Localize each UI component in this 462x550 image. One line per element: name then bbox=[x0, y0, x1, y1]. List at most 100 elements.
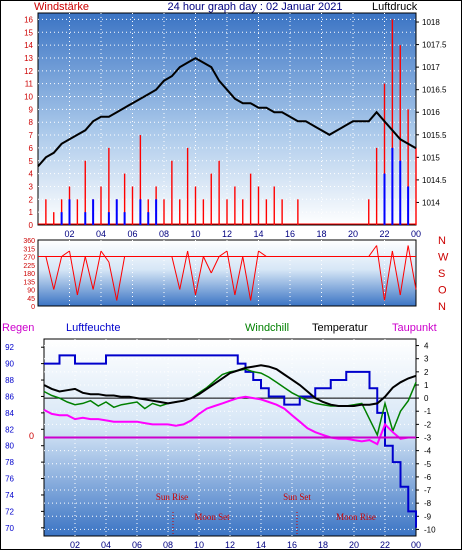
header-right-label: Luftdruck bbox=[372, 1, 418, 13]
temperatur-tick-label: -3 bbox=[424, 434, 432, 443]
temperatur-tick-label: -8 bbox=[424, 499, 432, 508]
luftfeuchte-line bbox=[44, 354, 417, 528]
windchill-line bbox=[43, 368, 417, 438]
legend-windchill: Windchill bbox=[245, 322, 289, 334]
temperatur-tick-label: 4 bbox=[424, 342, 429, 351]
luftdruck-tick-label: 1014.5 bbox=[422, 176, 447, 185]
x-tick-label: 16 bbox=[287, 540, 297, 550]
windstaerke-tick-label: 6 bbox=[29, 144, 34, 153]
x-tick-label: 08 bbox=[159, 229, 169, 239]
direction-segment bbox=[368, 245, 378, 257]
header-left-label: Windstärke bbox=[34, 1, 89, 13]
x-tick-label: 14 bbox=[256, 540, 266, 550]
luftfeuchte-tick-label: 88 bbox=[5, 376, 14, 385]
windstaerke-tick-label: 2 bbox=[29, 195, 34, 204]
x-tick-label: 10 bbox=[194, 540, 204, 550]
direction-segment bbox=[116, 256, 126, 301]
luftfeuchte-tick-label: 80 bbox=[5, 442, 14, 451]
direction-segment bbox=[187, 250, 196, 296]
legend-temperatur: Temperatur bbox=[312, 322, 368, 334]
x-tick-label: 12 bbox=[222, 229, 232, 239]
luftdruck-tick-label: 1014 bbox=[422, 198, 440, 207]
direction-tick-label: 360 bbox=[23, 238, 35, 245]
luftfeuchte-tick-label: 90 bbox=[5, 360, 14, 369]
luftdruck-tick-label: 1017.5 bbox=[422, 41, 447, 50]
direction-segment bbox=[210, 256, 220, 274]
windstaerke-tick-label: 16 bbox=[24, 15, 33, 24]
compass-label: O bbox=[438, 285, 447, 297]
temperatur-tick-label: -9 bbox=[424, 512, 432, 521]
luftfeuchte-tick-label: 84 bbox=[5, 409, 14, 418]
windstaerke-tick-label: 9 bbox=[29, 105, 34, 114]
x-tick-label: 08 bbox=[163, 540, 173, 550]
compass-label: N bbox=[438, 301, 446, 313]
windstaerke-tick-label: 13 bbox=[24, 54, 33, 63]
temperatur-tick-label: 2 bbox=[424, 368, 429, 377]
temperatur-tick-label: -6 bbox=[424, 473, 432, 482]
temperatur-tick-label: 0 bbox=[424, 394, 429, 403]
direction-tick-label: 135 bbox=[23, 279, 35, 286]
panel2-series bbox=[38, 245, 417, 301]
legend-regen: Regen bbox=[2, 322, 34, 334]
event-sun-rise: Sun Rise bbox=[156, 492, 188, 502]
graph-title: 24 hour graph day : 02 Januar 2021 bbox=[168, 1, 343, 13]
windstaerke-tick-label: 0 bbox=[29, 221, 34, 230]
luftdruck-axis: 1014 1014.5 1015 1015.5 1016 1016.5 1017 1017.5… bbox=[416, 18, 447, 207]
direction-segment bbox=[258, 250, 267, 257]
direction-tick-label: 225 bbox=[23, 263, 35, 270]
luftfeuchte-tick-label: 76 bbox=[5, 475, 14, 484]
x-tick-label: 02 bbox=[70, 540, 80, 550]
x-tick-label: 10 bbox=[190, 229, 200, 239]
windstaerke-tick-label: 14 bbox=[24, 41, 33, 50]
x-tick-label: 22 bbox=[380, 540, 390, 550]
direction-segment bbox=[84, 256, 94, 290]
direction-segment bbox=[384, 250, 393, 301]
temperatur-tick-label: -10 bbox=[424, 525, 436, 534]
x-tick-label: 16 bbox=[285, 229, 295, 239]
x-tick-label: 02 bbox=[64, 229, 74, 239]
luftdruck-tick-label: 1016.5 bbox=[422, 86, 447, 95]
temperatur-tick-label: -1 bbox=[424, 407, 432, 416]
panel3-series bbox=[43, 354, 417, 528]
luftfeuchte-tick-label: 82 bbox=[5, 425, 14, 434]
taupunkt-line bbox=[43, 395, 416, 446]
temperatur-tick-label: 1 bbox=[424, 381, 429, 390]
windstaerke-tick-label: 3 bbox=[29, 182, 34, 191]
direction-segment bbox=[53, 256, 63, 290]
windstaerke-tick-label: 8 bbox=[29, 118, 34, 127]
event-sun-set: Sun Set bbox=[283, 492, 311, 502]
direction-segment bbox=[76, 256, 86, 296]
luftdruck-tick-label: 1016 bbox=[422, 108, 440, 117]
direction-segment bbox=[407, 245, 417, 290]
direction-segment bbox=[69, 250, 78, 296]
windstaerke-tick-label: 1 bbox=[29, 208, 34, 217]
compass-label: W bbox=[438, 252, 449, 264]
direction-segment bbox=[45, 256, 55, 290]
x-tick-label: 20 bbox=[349, 540, 359, 550]
direction-segment bbox=[226, 250, 236, 296]
x-tick-label: 00 bbox=[411, 540, 421, 550]
direction-segment bbox=[399, 245, 409, 296]
direction-segment bbox=[376, 245, 385, 301]
direction-tick-label: 270 bbox=[23, 255, 35, 262]
x-tick-label: 04 bbox=[96, 229, 106, 239]
windstaerke-tick-label: 15 bbox=[24, 28, 33, 37]
windstaerke-tick-label: 12 bbox=[24, 67, 33, 76]
luftdruck-tick-label: 1015 bbox=[422, 153, 440, 162]
luftdruck-tick-label: 1015.5 bbox=[422, 131, 447, 140]
luftfeuchte-tick-label: 70 bbox=[5, 524, 14, 533]
direction-segment bbox=[100, 250, 110, 263]
x-tick-label: 14 bbox=[253, 229, 263, 239]
direction-segment bbox=[171, 256, 181, 290]
regen-axis-zero: 0 bbox=[29, 431, 34, 441]
direction-segment bbox=[92, 250, 102, 290]
temperatur-tick-label: -7 bbox=[424, 486, 432, 495]
panel3-time-axis: 02 04 06 08 10 12 14 16 18 20 22 00 bbox=[70, 540, 421, 550]
direction-segment bbox=[391, 250, 401, 296]
luftfeuchte-tick-label: 86 bbox=[5, 392, 14, 401]
direction-segment bbox=[218, 250, 228, 257]
x-tick-label: 18 bbox=[316, 229, 326, 239]
luftfeuchte-tick-label: 78 bbox=[5, 458, 14, 467]
